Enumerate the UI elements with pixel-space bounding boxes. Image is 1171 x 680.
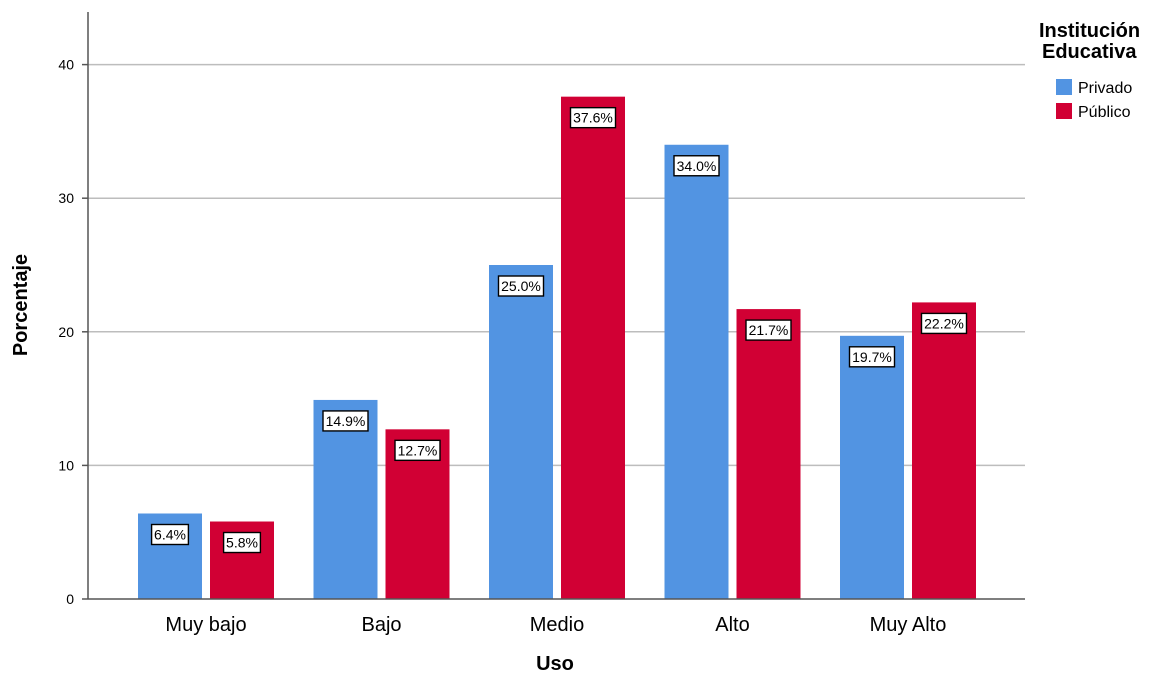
data-label-box (222, 531, 262, 554)
legend: Institución Educativa Privado Público (1039, 20, 1140, 121)
x-tick-label: Alto (715, 614, 749, 636)
legend-swatch-privado (1056, 79, 1072, 95)
x-tick-label: Medio (530, 614, 584, 636)
legend-swatch-publico (1056, 103, 1072, 119)
data-label-box (745, 319, 792, 341)
bar-pblico (912, 302, 976, 599)
data-label: 34.0% (677, 158, 717, 174)
data-label-box (673, 155, 720, 177)
y-tick-label: 30 (58, 190, 74, 206)
legend-title-line-2: Educativa (1042, 41, 1137, 63)
data-label-box (150, 523, 190, 546)
data-label: 6.4% (154, 526, 186, 542)
data-label-box (322, 410, 369, 432)
y-tick-label: 0 (66, 591, 74, 607)
data-label: 5.8% (226, 535, 258, 551)
data-label-box (920, 312, 968, 335)
bar-privado (840, 335, 904, 599)
legend-title-line-1: Institución (1039, 20, 1140, 42)
axes: 0 10 20 30 40 Muy bajo Bajo Medio Alto Muy Alto (58, 12, 1025, 636)
y-axis-title: Porcentaje (10, 254, 32, 356)
y-tick-label: 10 (58, 457, 74, 473)
bar-pblico (736, 309, 801, 599)
bar-pblico (561, 96, 625, 599)
y-tick-label: 40 (58, 57, 74, 73)
data-label: 25.0% (501, 278, 541, 294)
data-label-box (569, 106, 617, 129)
data-label: 21.7% (749, 322, 789, 338)
x-tick-label: Muy Alto (870, 614, 947, 636)
bar-privado (664, 144, 729, 599)
legend-label-publico: Público (1078, 104, 1131, 121)
y-tick-label: 20 (58, 324, 74, 340)
data-label: 14.9% (326, 413, 366, 429)
data-labels: 6.4% 5.8% 14.9% 12.7% 25.0% 37.6% 34.0% 21.7% 19… (150, 106, 968, 554)
x-tick-label: Muy bajo (165, 614, 246, 636)
x-tick-label: Bajo (361, 614, 401, 636)
x-axis-title: Uso (536, 653, 574, 675)
data-label: 12.7% (398, 442, 438, 458)
data-label: 37.6% (573, 110, 613, 126)
bar-privado (313, 399, 378, 599)
data-label-box (394, 439, 441, 462)
data-label-box (848, 346, 896, 368)
legend-label-privado: Privado (1078, 80, 1132, 97)
data-label-box (497, 275, 545, 297)
bar-privado (489, 265, 553, 599)
data-label: 19.7% (852, 349, 892, 365)
data-label: 22.2% (924, 315, 964, 331)
